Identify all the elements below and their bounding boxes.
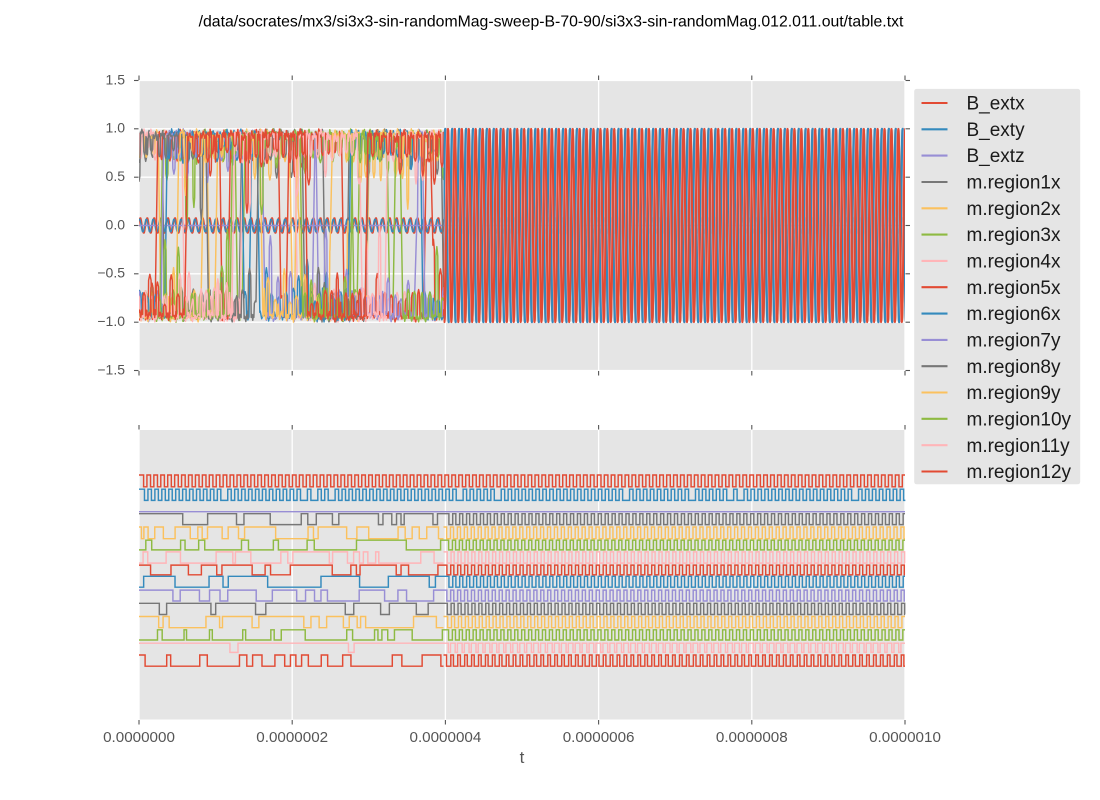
svg-text:0.0000004: 0.0000004: [410, 729, 482, 746]
svg-text:m.region4x: m.region4x: [967, 252, 1061, 273]
svg-text:B_extx: B_extx: [967, 94, 1026, 115]
svg-text:0.5: 0.5: [106, 168, 126, 184]
svg-text:m.region1x: m.region1x: [967, 173, 1061, 194]
svg-text:m.region9y: m.region9y: [967, 383, 1061, 404]
svg-text:m.region3x: m.region3x: [967, 225, 1061, 246]
svg-text:0.0000002: 0.0000002: [256, 729, 328, 746]
svg-text:−0.5: −0.5: [97, 265, 125, 281]
svg-text:/data/socrates/mx3/si3x3-sin-r: /data/socrates/mx3/si3x3-sin-randomMag-s…: [199, 14, 904, 31]
svg-text:m.region6x: m.region6x: [967, 304, 1061, 325]
svg-text:m.region5x: m.region5x: [967, 278, 1061, 299]
svg-text:t: t: [520, 748, 525, 767]
svg-text:0.0000006: 0.0000006: [563, 729, 635, 746]
svg-text:−1.5: −1.5: [97, 361, 125, 377]
svg-text:m.region8y: m.region8y: [967, 357, 1061, 378]
svg-text:m.region11y: m.region11y: [967, 436, 1071, 457]
svg-text:0.0000010: 0.0000010: [869, 729, 941, 746]
svg-text:m.region7y: m.region7y: [967, 331, 1061, 352]
svg-text:−1.0: −1.0: [97, 313, 125, 329]
svg-text:1.0: 1.0: [106, 120, 126, 136]
svg-text:B_extz: B_extz: [967, 146, 1025, 167]
svg-text:B_exty: B_exty: [967, 120, 1026, 141]
svg-text:0.0000000: 0.0000000: [103, 729, 175, 746]
svg-text:0.0000008: 0.0000008: [716, 729, 788, 746]
svg-text:m.region12y: m.region12y: [967, 462, 1072, 483]
svg-text:m.region2x: m.region2x: [967, 199, 1061, 220]
svg-text:0.0: 0.0: [106, 216, 126, 232]
svg-text:m.region10y: m.region10y: [967, 409, 1072, 430]
svg-text:1.5: 1.5: [106, 71, 126, 87]
